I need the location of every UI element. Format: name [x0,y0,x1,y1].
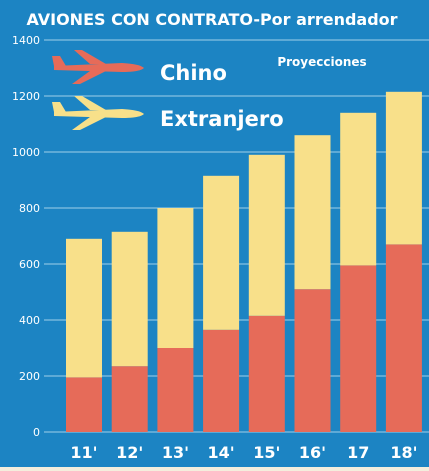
legend-label-extranjero: Extranjero [160,107,284,131]
x-tick-label: 17 [347,443,369,462]
projections-annotation: Proyecciones [277,55,366,69]
bar-chino [203,329,240,432]
x-tick-label: 18' [390,443,417,462]
bar-chino [248,315,285,432]
airplane-icon [52,96,144,130]
bar-extranjero [248,154,285,316]
bar-extranjero [294,135,331,290]
x-axis: 11' 12' 13' 14' 15' 16' 17 18' [70,443,417,462]
y-tick-label: 1400 [12,34,40,47]
y-tick-label: 400 [19,314,40,327]
bar-extranjero [66,238,102,378]
airplane-icon [52,50,144,84]
x-tick-label: 12' [116,443,143,462]
bar-chino [340,265,377,432]
legend: Chino Extranjero [52,50,284,131]
bar-extranjero [111,231,148,367]
bar-chino [157,348,194,432]
bar-extranjero [385,91,422,245]
x-tick-label: 15' [253,443,280,462]
x-tick-label: 16' [299,443,326,462]
bar-chino [111,366,148,432]
bar-chino [66,377,102,432]
y-tick-label: 200 [19,370,40,383]
y-tick-label: 1000 [12,146,40,159]
y-tick-label: 1200 [12,90,40,103]
bars [66,91,422,432]
bar-chino [385,244,422,432]
y-tick-label: 0 [33,426,40,439]
y-axis: 0 200 400 600 800 1000 1200 1400 [12,34,40,439]
legend-label-chino: Chino [160,61,227,85]
bar-extranjero [340,112,377,266]
chart-title: AVIONES CON CONTRATO-Por arrendador [26,10,397,29]
bar-extranjero [157,208,194,348]
bar-extranjero [203,175,240,330]
x-tick-label: 13' [162,443,189,462]
bar-chino [294,289,331,432]
x-tick-label: 11' [70,443,97,462]
x-tick-label: 14' [208,443,235,462]
y-tick-label: 800 [19,202,40,215]
y-tick-label: 600 [19,258,40,271]
